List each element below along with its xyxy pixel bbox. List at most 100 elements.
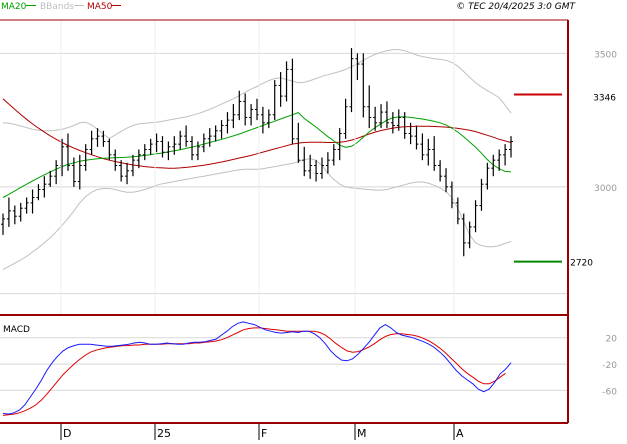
ohlc-bar [379,104,384,129]
copyright-timestamp: © TEC 20/4/2025 3:0 GMT [456,2,576,12]
macd-lines [2,321,512,416]
ohlc-bar [260,106,265,134]
ohlc-bar [130,154,135,177]
ohlc-bar [119,160,124,182]
ohlc-bar [184,125,189,147]
ohlc-bar [467,221,472,249]
ohlc-bar [426,138,431,166]
ohlc-bar [509,136,513,158]
ohlc-bar [432,136,437,171]
ohlc-bar [284,61,289,102]
legend-label-bbands: BBands [40,2,74,12]
ohlc-bar [361,53,366,118]
time-tick-label: D [63,427,71,440]
ohlc-bar [178,130,183,150]
ohlc-bar [497,149,502,171]
ohlc-bar [438,160,443,182]
price-tick-label: 3000 [594,184,617,194]
ohlc-bar [473,200,478,233]
ohlc-bar [231,104,236,129]
ohlc-bar [136,149,141,169]
ohlc-bar [343,98,348,139]
ohlc-bar [30,189,35,214]
time-axis: D 25 F M A [60,20,464,440]
price-axis-ticks: 3000 3500 [594,50,617,193]
macd-title: MACD [3,325,30,335]
ohlc-bar [65,133,70,171]
ohlc-bar [461,213,466,257]
ohlc-bar [414,125,419,150]
ohlc-bar [355,53,360,81]
ohlc-bar [296,122,301,163]
ohlc-bar [396,109,401,131]
ohlc-bar [278,72,283,107]
macd-axis-ticks: 20 -20 -60 [602,335,617,398]
ma20-line [2,112,512,198]
time-tick-label: A [456,427,464,440]
indicator-legend: MA20 BBands MA50 [1,2,121,12]
macd-line [2,321,512,415]
ohlc-bar [107,138,112,161]
ohlc-bar [255,98,259,121]
ohlc-bar [225,112,230,134]
ohlc-bar [485,162,490,190]
bollinger-bands [2,49,512,271]
ohlc-bar [101,130,106,147]
ohlc-bar [503,144,508,166]
ma20-polyline [2,112,512,198]
ohlc-bar [125,162,130,185]
ohlc-bar [314,160,319,182]
ohlc-bar [331,144,336,166]
ohlc-bar [89,130,94,155]
macd-tick-label: -20 [602,361,617,371]
ohlc-bar [12,205,17,225]
price-levels: 3346 2720 [514,93,616,269]
ohlc-bar [166,141,171,161]
ohlc-bar [201,133,206,153]
ma50-line [2,98,512,169]
ohlc-bar [113,149,118,171]
price-grid [0,52,568,295]
signal-line [2,327,506,416]
ohlc-bar [48,170,53,187]
ohlc-bar [325,152,330,174]
ohlc-bar [160,136,165,158]
ohlc-bar [6,197,11,227]
ohlc-bar [266,109,271,129]
ohlc-bar [207,128,212,147]
price-tick-label: 3500 [594,50,617,60]
ohlc-bar [213,125,218,142]
ohlc-bar [243,93,248,126]
ohlc-bar [83,144,88,171]
ohlc-bar [18,202,23,222]
legend-label-ma50: MA50 [87,2,113,12]
ohlc-bar [24,197,29,214]
ohlc-bar [491,154,496,177]
ohlc-bar [373,106,378,131]
ohlc-bar [1,213,5,235]
ohlc-bar [249,104,254,126]
ohlc-bar [384,101,389,129]
ohlc-bar [95,128,100,147]
ohlc-bar [455,197,460,225]
resistance-level-label: 3346 [593,93,616,103]
ohlc-bar [444,168,449,193]
ohlc-bar [190,136,195,161]
ohlc-bar [402,112,407,139]
ohlc-bar [420,133,425,161]
bbands-lower-line [2,158,512,271]
ohlc-bar [390,112,395,134]
macd-tick-label: 20 [606,335,618,345]
ohlc-bar [77,154,82,190]
ohlc-bar [408,122,413,145]
time-tick-label: 25 [157,427,171,440]
ohlc-bar [479,178,484,211]
ohlc-bar [308,154,313,179]
ohlc-bar [349,48,354,113]
ohlc-bar [148,138,153,155]
ohlc-bar [71,157,76,187]
price-bars [1,48,513,257]
ohlc-bar [42,176,47,198]
